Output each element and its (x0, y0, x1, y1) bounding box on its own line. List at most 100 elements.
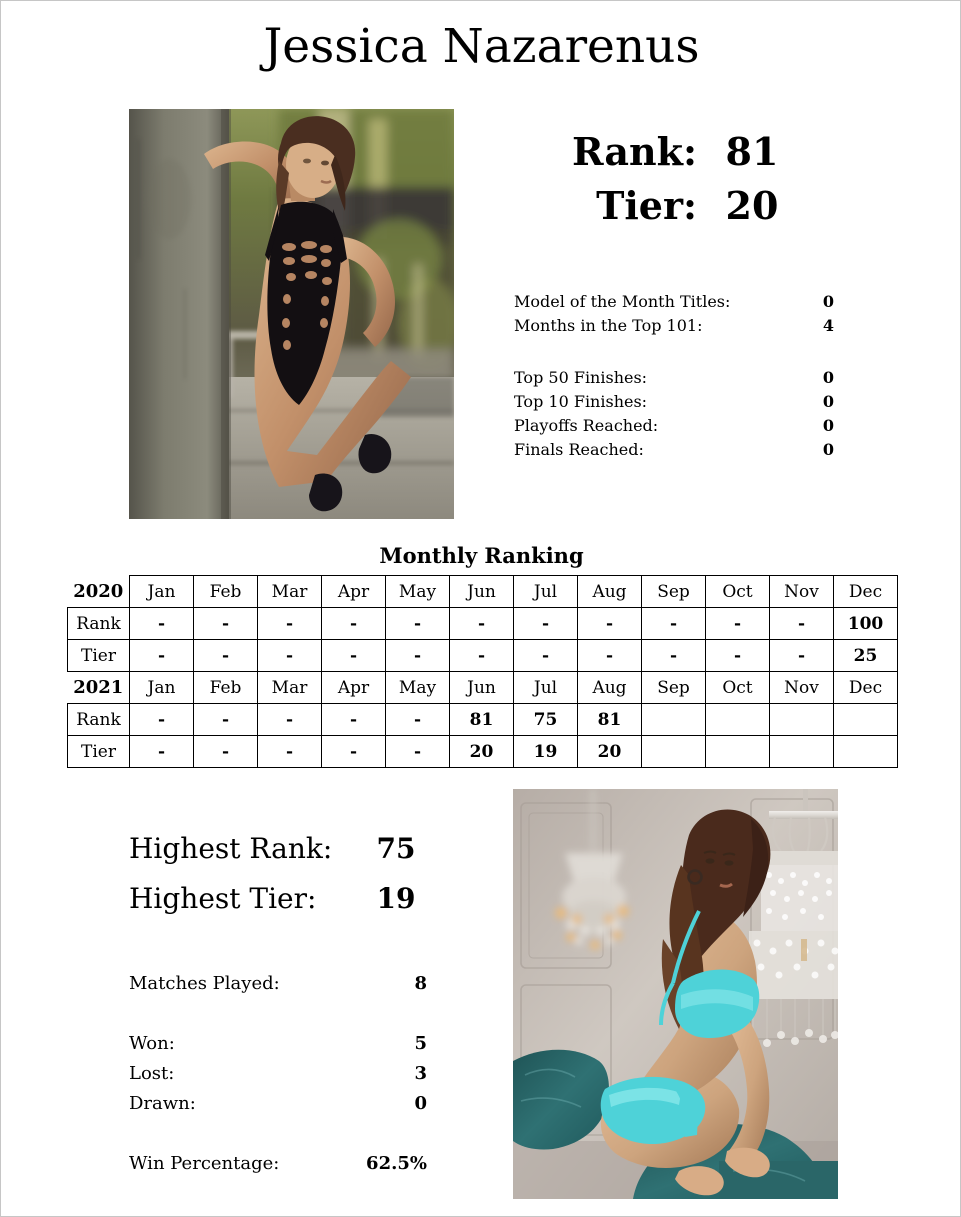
cell-tier-2020-oct: - (705, 639, 770, 672)
cell-rank-2021-apr: - (321, 703, 386, 736)
month-header-2021-dec: Dec (833, 671, 898, 704)
row-label-tier: Tier (67, 639, 130, 672)
month-header-2021-jun: Jun (449, 671, 514, 704)
stat-value: 0 (822, 368, 834, 387)
month-header-2021-jul: Jul (513, 671, 578, 704)
stat-label: Top 50 Finishes: (514, 368, 648, 387)
month-header-aug: Aug (577, 575, 642, 608)
achievement-stats: Model of the Month Titles: 0 Months in t… (514, 290, 834, 462)
cell-tier-2020-nov: - (769, 639, 834, 672)
lost-label: Lost: (129, 1063, 175, 1084)
month-header-oct: Oct (705, 575, 770, 608)
year-label-2020: 2020 (73, 580, 124, 602)
month-header-jun: Jun (449, 575, 514, 608)
stat-value: 0 (822, 416, 834, 435)
highest-rank-row: Highest Rank: 75 (129, 835, 459, 863)
stat-row-finals: Finals Reached: 0 (514, 438, 834, 462)
stat-label: Months in the Top 101: (514, 316, 703, 335)
stat-row-motm: Model of the Month Titles: 0 (514, 290, 834, 314)
month-header-jul: Jul (513, 575, 578, 608)
month-header-2021-feb: Feb (193, 671, 258, 704)
headline-stats: Rank: 81 Tier: 20 (491, 133, 891, 241)
highest-rank-label: Highest Rank: (129, 832, 333, 865)
cell-tier-2020-aug: - (577, 639, 642, 672)
drawn-label: Drawn: (129, 1093, 196, 1114)
lost-row: Lost: 3 (129, 1059, 427, 1089)
cell-rank-2020-aug: - (577, 607, 642, 640)
tier-label: Tier: (596, 183, 697, 228)
month-header-2021-may: May (385, 671, 450, 704)
monthly-ranking-body: 2020 Jan Feb Mar Apr May Jun Jul Aug Sep… (67, 575, 898, 768)
stat-label: Model of the Month Titles: (514, 292, 731, 311)
cell-tier-2021-nov (769, 735, 834, 768)
row-label-tier-2021: Tier (67, 735, 130, 768)
monthly-ranking-table-wrap: 2020 Jan Feb Mar Apr May Jun Jul Aug Sep… (67, 575, 898, 768)
cell-tier-2021-jun: 20 (449, 735, 514, 768)
matches-played-row: Matches Played: 8 (129, 969, 427, 999)
table-row-year-2020: 2020 Jan Feb Mar Apr May Jun Jul Aug Sep… (68, 575, 898, 608)
monthly-ranking-title: Monthly Ranking (379, 543, 584, 568)
cell-tier-2021-aug: 20 (577, 735, 642, 768)
stat-row-top10: Top 10 Finishes: 0 (514, 390, 834, 414)
cell-rank-2021-aug: 81 (577, 703, 642, 736)
matches-played-label: Matches Played: (129, 973, 280, 994)
win-percentage-value: 62.5% (366, 1153, 427, 1174)
cell-rank-2020-mar: - (257, 607, 322, 640)
cell-rank-2021-jul: 75 (513, 703, 578, 736)
model-photo-boudoir (513, 789, 838, 1199)
month-header-2021-sep: Sep (641, 671, 706, 704)
month-header-nov: Nov (769, 575, 834, 608)
month-header-2021-oct: Oct (705, 671, 770, 704)
highest-tier-label: Highest Tier: (129, 882, 317, 915)
stat-value: 4 (822, 316, 834, 335)
cell-rank-2020-feb: - (193, 607, 258, 640)
highest-rank-value: 75 (376, 832, 416, 865)
table-row-year-2021: 2021 Jan Feb Mar Apr May Jun Jul Aug Sep… (68, 671, 898, 704)
table-row-tier-2021: Tier - - - - - 20 19 20 (67, 735, 898, 768)
tier-row: Tier: 20 (491, 187, 891, 225)
win-percentage-label: Win Percentage: (129, 1153, 280, 1174)
table-row-tier-2020: Tier - - - - - - - - - - - 25 (67, 639, 898, 672)
won-row: Won: 5 (129, 1029, 427, 1059)
cell-rank-2020-may: - (385, 607, 450, 640)
stat-row-top50: Top 50 Finishes: 0 (514, 366, 834, 390)
stat-label: Top 10 Finishes: (514, 392, 648, 411)
cell-rank-2021-feb: - (193, 703, 258, 736)
win-percentage-row: Win Percentage: 62.5% (129, 1149, 427, 1179)
month-header-2021-apr: Apr (321, 671, 386, 704)
career-match-stats: Matches Played: 8 Won: 5 Lost: 3 Drawn: … (129, 969, 427, 1179)
cell-tier-2021-jul: 19 (513, 735, 578, 768)
table-row-rank-2021: Rank - - - - - 81 75 81 (67, 703, 898, 736)
cell-rank-2021-oct (705, 703, 770, 736)
career-highest-stats: Highest Rank: 75 Highest Tier: 19 (129, 835, 459, 935)
stat-row-top101: Months in the Top 101: 4 (514, 314, 834, 338)
month-header-apr: Apr (321, 575, 386, 608)
cell-rank-2021-jan: - (129, 703, 194, 736)
month-header-2021-mar: Mar (257, 671, 322, 704)
cell-tier-2020-jun: - (449, 639, 514, 672)
cell-rank-2021-sep (641, 703, 706, 736)
month-header-feb: Feb (193, 575, 258, 608)
cell-tier-2021-oct (705, 735, 770, 768)
cell-tier-2020-feb: - (193, 639, 258, 672)
cell-tier-2020-mar: - (257, 639, 322, 672)
cell-rank-2020-jun: - (449, 607, 514, 640)
cell-tier-2020-jan: - (129, 639, 194, 672)
cell-tier-2020-apr: - (321, 639, 386, 672)
highest-tier-row: Highest Tier: 19 (129, 885, 459, 913)
cell-tier-2021-feb: - (193, 735, 258, 768)
month-header-jan: Jan (129, 575, 194, 608)
cell-tier-2021-sep (641, 735, 706, 768)
drawn-row: Drawn: 0 (129, 1089, 427, 1119)
won-label: Won: (129, 1033, 175, 1054)
cell-tier-2021-apr: - (321, 735, 386, 768)
lost-value: 3 (414, 1063, 427, 1084)
cell-rank-2020-sep: - (641, 607, 706, 640)
cell-rank-2020-oct: - (705, 607, 770, 640)
month-header-may: May (385, 575, 450, 608)
cell-rank-2021-nov (769, 703, 834, 736)
cell-rank-2020-dec: 100 (833, 607, 898, 640)
year-label-2021: 2021 (73, 677, 124, 698)
month-header-sep: Sep (641, 575, 706, 608)
